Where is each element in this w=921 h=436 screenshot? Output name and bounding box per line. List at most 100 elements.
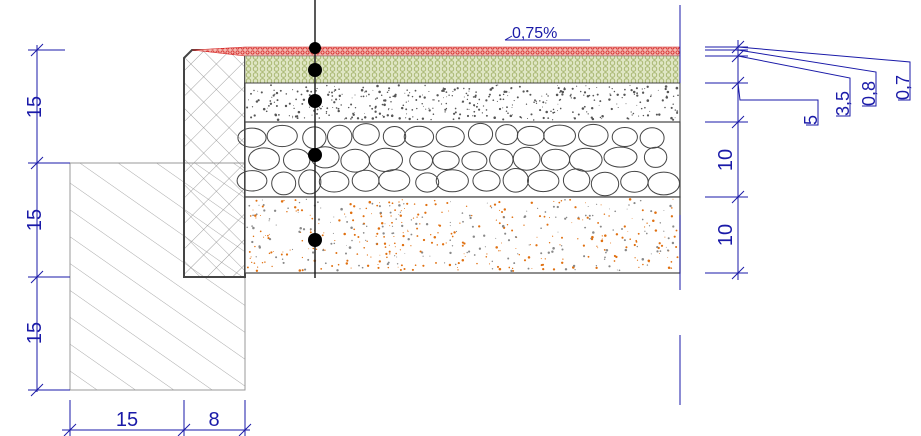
sand-dot: [542, 267, 545, 271]
aggregate-dot: [599, 116, 602, 119]
sand-dot: [582, 219, 584, 221]
aggregate-dot: [440, 103, 443, 105]
sand-dot: [330, 221, 331, 223]
sand-dot: [675, 245, 678, 249]
aggregate-dot: [397, 84, 400, 87]
aggregate-dot: [583, 105, 586, 108]
sand-dot: [551, 250, 554, 253]
sand-dot: [304, 268, 307, 271]
sand-dot: [275, 256, 278, 259]
sand-dot: [504, 232, 507, 235]
aggregate-dot: [498, 94, 501, 97]
aggregate-dot: [406, 113, 408, 115]
aggregate-dot: [356, 117, 360, 120]
aggregate-dot: [546, 100, 548, 102]
layer-point: [308, 94, 322, 108]
sand-dot: [371, 202, 374, 205]
sand-dot: [402, 234, 405, 238]
aggregate-dot: [400, 106, 404, 110]
sand-dot: [282, 261, 285, 264]
aggregate-dot: [378, 112, 382, 115]
sand-dot: [471, 214, 473, 217]
aggregate-dot: [611, 87, 613, 90]
aggregate-dot: [390, 114, 394, 118]
aggregate-dot: [285, 93, 288, 95]
sand-dot: [506, 224, 509, 226]
aggregate-dot: [510, 87, 512, 90]
sand-dot: [361, 266, 364, 269]
aggregate-dot: [472, 115, 474, 117]
aggregate-dot: [557, 110, 558, 112]
aggregate-dot: [458, 117, 461, 120]
aggregate-dot: [452, 118, 455, 121]
sand-dot: [644, 230, 646, 232]
sand-dot: [673, 235, 676, 238]
aggregate-dot: [573, 117, 577, 120]
aggregate-dot: [625, 103, 627, 105]
sand-dot: [624, 248, 628, 252]
sand-dot: [664, 236, 666, 238]
sand-dot: [401, 224, 404, 228]
aggregate-dot: [485, 99, 488, 102]
aggregate-dot: [636, 92, 638, 95]
aggregate-dot: [341, 93, 343, 95]
sand-dot: [394, 246, 396, 248]
sand-dot: [547, 251, 550, 254]
aggregate-dot: [267, 104, 270, 107]
aggregate-dot: [432, 107, 434, 109]
sand-dot: [628, 204, 630, 206]
sand-dot: [343, 232, 346, 236]
aggregate-dot: [361, 118, 363, 121]
aggregate-dot: [421, 117, 425, 120]
sand-dot: [249, 257, 251, 259]
sand-dot: [552, 205, 555, 208]
aggregate-dot: [318, 107, 321, 109]
aggregate-dot: [485, 109, 488, 111]
aggregate-dot: [432, 99, 434, 101]
sand-dot: [392, 232, 395, 234]
aggregate-dot: [269, 100, 272, 102]
aggregate-dot: [526, 89, 529, 93]
aggregate-dot: [633, 93, 636, 95]
aggregate-dot: [475, 105, 478, 108]
gravel-stone: [318, 170, 350, 193]
sand-dot: [376, 204, 379, 207]
sand-dot: [663, 230, 665, 232]
sand-dot: [380, 221, 384, 225]
sand-dot: [289, 249, 291, 251]
sand-dot: [639, 199, 642, 202]
aggregate-dot: [292, 89, 294, 91]
sand-dot: [416, 227, 419, 230]
sand-dot: [642, 263, 644, 266]
aggregate-dot: [561, 90, 565, 94]
sand-dot: [559, 244, 561, 246]
aggregate-dot: [547, 95, 549, 97]
gravel-stone: [472, 170, 501, 192]
aggregate-dot: [489, 88, 493, 91]
sand-dot: [299, 227, 302, 230]
sand-dot: [552, 247, 555, 250]
sand-dot: [530, 201, 534, 205]
sand-dot: [422, 264, 425, 267]
sand-dot: [672, 198, 674, 200]
aggregate-dot: [253, 114, 256, 117]
aggregate-dot: [583, 91, 587, 94]
sand-dot: [311, 217, 314, 220]
dim-right-2: 10: [715, 224, 737, 246]
gravel-stone: [502, 168, 529, 193]
sand-dot: [548, 217, 551, 219]
aggregate-dot: [288, 102, 291, 105]
aggregate-dot: [354, 107, 357, 109]
sand-dot: [394, 255, 396, 257]
sand-dot: [453, 231, 456, 234]
gravel-stone: [378, 169, 411, 192]
sand-dot: [323, 232, 325, 234]
aggregate-dot: [405, 108, 408, 111]
sand-dot: [671, 241, 675, 245]
aggregate-dot: [646, 85, 649, 88]
aggregate-dot: [631, 114, 633, 116]
sand-dot: [262, 204, 265, 206]
aggregate-dot: [438, 100, 440, 102]
aggregate-dot: [325, 111, 328, 113]
sand-dot: [621, 236, 624, 239]
